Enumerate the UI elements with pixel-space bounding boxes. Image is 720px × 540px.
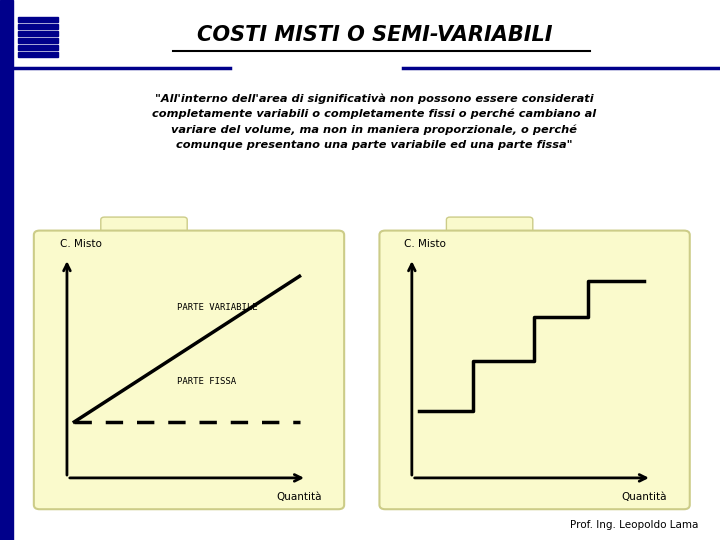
Text: Quantità: Quantità bbox=[621, 492, 667, 502]
Text: PARTE FISSA: PARTE FISSA bbox=[177, 377, 236, 386]
Text: "All'interno dell'area di significativà non possono essere considerati
completam: "All'interno dell'area di significativà … bbox=[153, 93, 596, 150]
FancyBboxPatch shape bbox=[379, 231, 690, 509]
Text: C. Misto: C. Misto bbox=[60, 239, 102, 249]
Bar bbox=[18, 38, 58, 43]
Text: PARTE VARIABILE: PARTE VARIABILE bbox=[177, 303, 258, 312]
Bar bbox=[18, 17, 58, 22]
Bar bbox=[18, 24, 58, 29]
Bar bbox=[18, 45, 58, 50]
FancyBboxPatch shape bbox=[446, 217, 533, 243]
Bar bbox=[18, 31, 58, 36]
Text: Quantità: Quantità bbox=[276, 492, 323, 502]
FancyBboxPatch shape bbox=[101, 217, 187, 243]
Bar bbox=[18, 52, 58, 57]
Bar bbox=[0, 0, 13, 540]
Text: Prof. Ing. Leopoldo Lama: Prof. Ing. Leopoldo Lama bbox=[570, 520, 698, 530]
Text: C. Misto: C. Misto bbox=[405, 239, 446, 249]
Text: COSTI MISTI O SEMI-VARIABILI: COSTI MISTI O SEMI-VARIABILI bbox=[197, 25, 552, 45]
FancyBboxPatch shape bbox=[34, 231, 344, 509]
